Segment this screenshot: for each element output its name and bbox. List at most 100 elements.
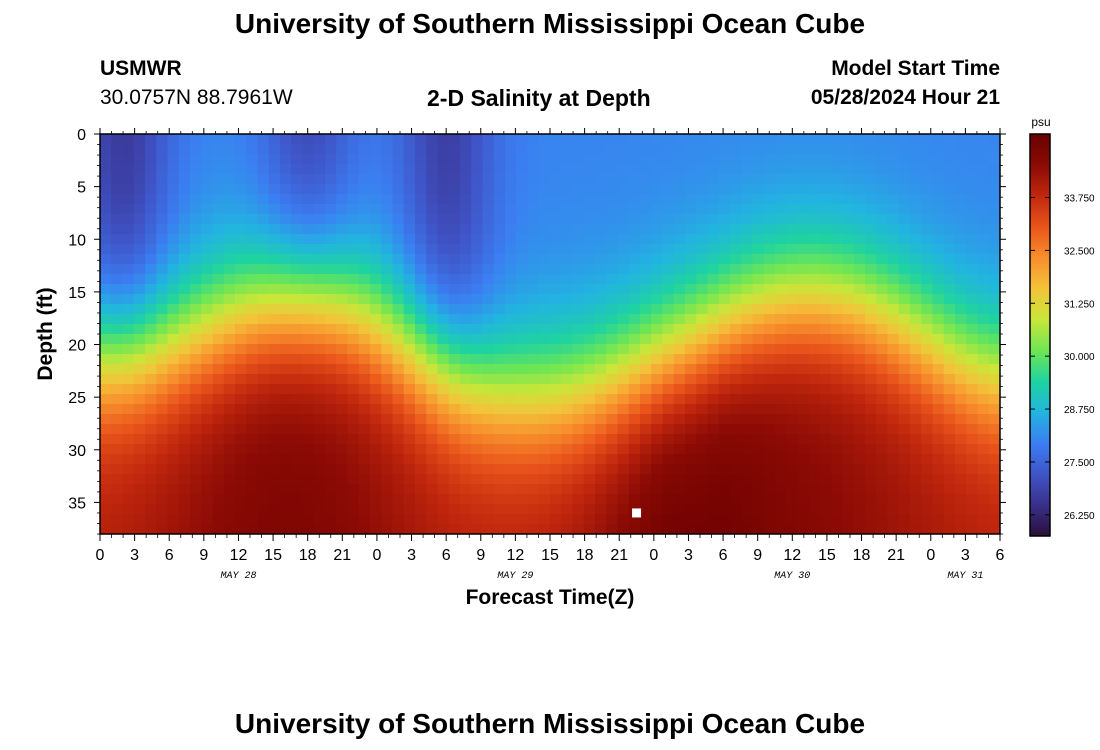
heatmap-cell (460, 504, 472, 515)
heatmap-cell (122, 284, 135, 295)
heatmap-cell (212, 364, 225, 375)
heatmap-cell (718, 394, 731, 405)
heatmap-cell (606, 494, 619, 505)
heatmap-cell (741, 284, 754, 295)
heatmap-cell (133, 434, 146, 445)
heatmap-cell (673, 374, 686, 385)
heatmap-cell (763, 324, 776, 335)
heatmap-cell (865, 484, 877, 495)
heatmap-cell (111, 284, 124, 295)
heatmap-cell (538, 424, 551, 435)
heatmap-cell (527, 304, 540, 315)
heatmap-cell (628, 164, 641, 175)
heatmap-cell (325, 454, 337, 465)
heatmap-cell (415, 454, 427, 465)
heatmap-cell (426, 394, 439, 405)
heatmap-cell (561, 474, 574, 485)
heatmap-cell (595, 314, 607, 325)
heatmap-cell (910, 214, 922, 225)
heatmap-cell (370, 384, 382, 395)
heatmap-cell (493, 314, 506, 325)
heatmap-cell (977, 394, 990, 405)
heatmap-cell (325, 344, 337, 355)
x-tick-label: 18 (853, 547, 871, 564)
heatmap-cell (943, 174, 956, 185)
heatmap-cell (617, 274, 630, 285)
heatmap-cell (898, 394, 911, 405)
heatmap-cell (831, 274, 844, 285)
heatmap-cell (190, 144, 202, 155)
heatmap-cell (482, 334, 495, 345)
heatmap-cell (932, 194, 945, 205)
heatmap-cell (178, 274, 191, 285)
heatmap-cell (268, 214, 281, 225)
heatmap-cell (257, 464, 270, 475)
heatmap-cell (100, 164, 112, 175)
heatmap-cell (145, 134, 157, 145)
heatmap-cell (505, 354, 517, 365)
heatmap-cell (741, 354, 754, 365)
heatmap-cell (932, 514, 945, 525)
heatmap-cell (662, 164, 675, 175)
heatmap-cell (887, 304, 900, 315)
heatmap-cell (145, 364, 157, 375)
heatmap-cell (808, 364, 821, 375)
heatmap-cell (887, 474, 900, 485)
heatmap-cell (156, 154, 169, 165)
heatmap-cell (190, 414, 202, 425)
heatmap-cell (426, 344, 439, 355)
heatmap-cell (167, 364, 180, 375)
heatmap-cell (280, 224, 292, 235)
heatmap-cell (426, 474, 439, 485)
heatmap-cell (718, 494, 731, 505)
heatmap-cell (617, 224, 630, 235)
heatmap-cell (673, 324, 686, 335)
heatmap-cell (595, 224, 607, 235)
heatmap-cell (966, 294, 979, 305)
heatmap-cell (628, 264, 641, 275)
heatmap-cell (302, 404, 315, 415)
heatmap-cell (167, 164, 180, 175)
heatmap-cell (505, 374, 517, 385)
heatmap-cell (190, 204, 202, 215)
heatmap-cell (100, 504, 112, 515)
heatmap-cell (898, 304, 911, 315)
heatmap-cell (606, 524, 619, 534)
heatmap-cell (797, 144, 810, 155)
heatmap-cell (460, 294, 472, 305)
x-tick-label: 21 (333, 547, 351, 564)
heatmap-cell (606, 464, 619, 475)
heatmap-cell (212, 144, 225, 155)
heatmap-cell (921, 354, 934, 365)
heatmap-cell (988, 414, 1000, 425)
heatmap-cell (257, 384, 270, 395)
heatmap-cell (437, 164, 450, 175)
heatmap-cell (741, 524, 754, 534)
heatmap-cell (561, 424, 574, 435)
heatmap-cell (550, 494, 562, 505)
heatmap-cell (876, 514, 889, 525)
heatmap-cell (133, 314, 146, 325)
heatmap-cell (167, 424, 180, 435)
heatmap-cell (898, 164, 911, 175)
heatmap-cell (673, 144, 686, 155)
heatmap-cell (572, 304, 585, 315)
heatmap-cell (628, 224, 641, 235)
heatmap-cell (797, 524, 810, 534)
heatmap-cell (538, 154, 551, 165)
heatmap-cell (741, 464, 754, 475)
heatmap-cell (550, 204, 562, 215)
heatmap-cell (988, 294, 1000, 305)
heatmap-cell (651, 264, 664, 275)
heatmap-cell (842, 494, 855, 505)
heatmap-cell (752, 434, 765, 445)
heatmap-cell (403, 144, 416, 155)
heatmap-cell (853, 184, 866, 195)
colorbar-tick-label: 31.250 (1064, 299, 1095, 310)
heatmap-cell (617, 494, 630, 505)
heatmap-cell (640, 154, 652, 165)
heatmap-cell (493, 434, 506, 445)
heatmap-cell (550, 354, 562, 365)
heatmap-cell (235, 244, 247, 255)
heatmap-cell (561, 514, 574, 525)
